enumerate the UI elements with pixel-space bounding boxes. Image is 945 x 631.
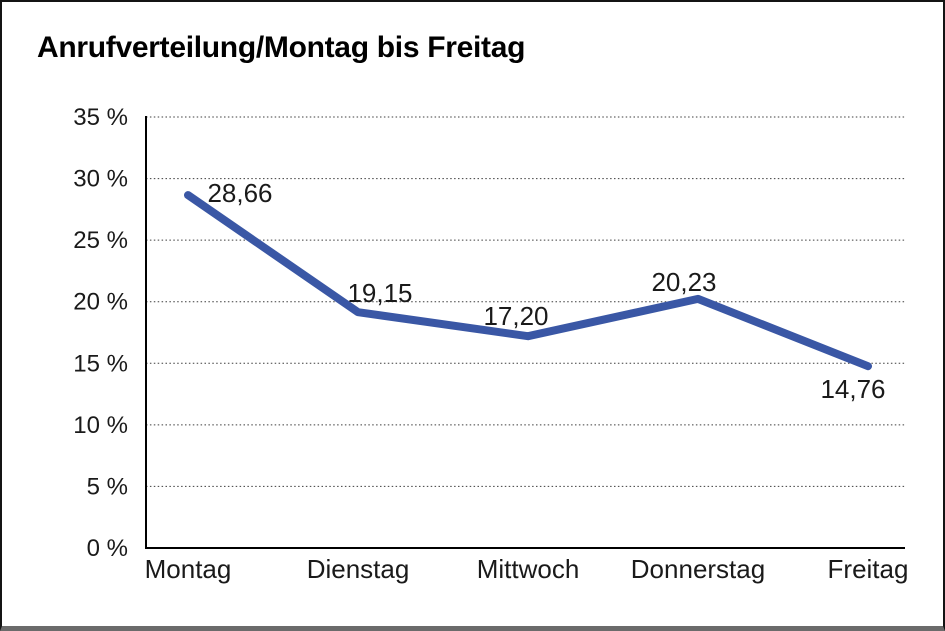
data-point-label: 14,76 (820, 374, 885, 404)
chart-title: Anrufverteilung/Montag bis Freitag (37, 31, 526, 64)
x-axis-category-label: Donnerstag (631, 554, 765, 584)
y-axis-tick-label: 20 % (73, 289, 128, 316)
y-axis-tick-label: 30 % (73, 166, 128, 193)
x-axis-category-label: Freitag (828, 554, 909, 584)
x-axis-category-label: Dienstag (307, 554, 410, 584)
y-axis-tick-label: 35 % (73, 104, 128, 131)
y-axis-tick-label: 15 % (73, 350, 128, 377)
y-axis-tick-label: 10 % (73, 412, 128, 439)
data-point-label: 19,15 (347, 278, 412, 308)
y-axis-tick-label: 5 % (87, 473, 128, 500)
data-point-label: 20,23 (651, 267, 716, 297)
x-axis-category-label: Montag (145, 554, 232, 584)
y-axis-tick-label: 25 % (73, 227, 128, 254)
x-axis-category-label: Mittwoch (477, 554, 580, 584)
y-axis-tick-label: 0 % (87, 535, 128, 562)
data-line-series (184, 191, 872, 371)
data-point-label: 28,66 (207, 178, 272, 208)
data-point-label: 17,20 (483, 301, 548, 331)
